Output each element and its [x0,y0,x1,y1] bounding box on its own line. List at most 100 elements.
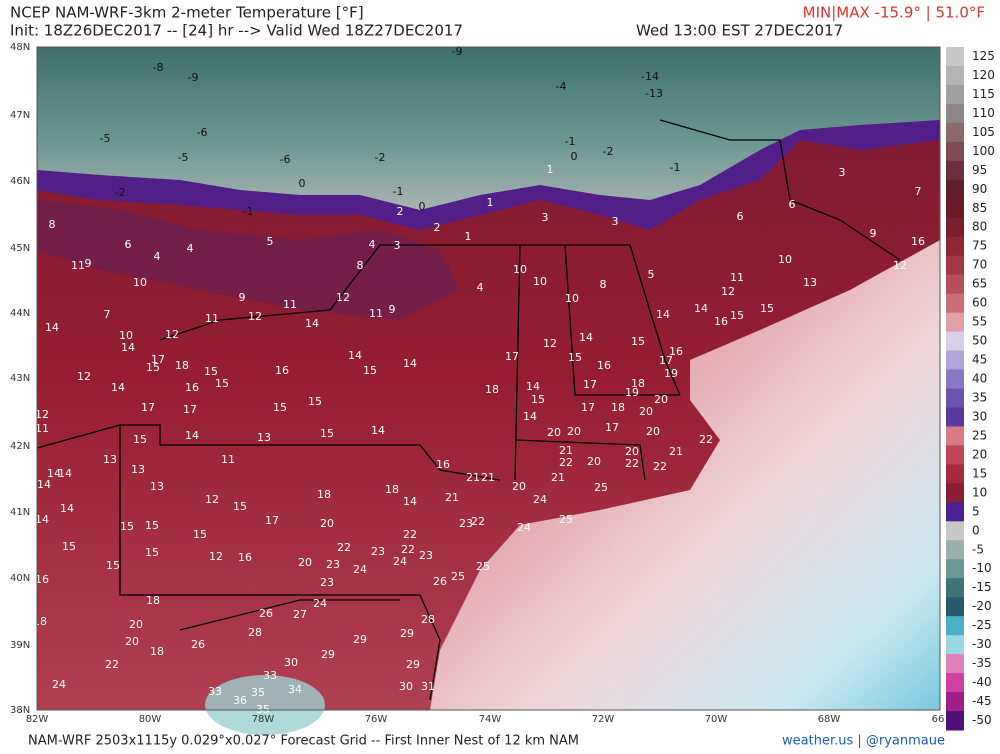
temperature-value: 25 [559,513,573,526]
temperature-value: 17 [605,421,619,434]
temperature-value: 24 [52,678,66,691]
temperature-value: -1 [393,185,404,198]
borders [36,119,901,701]
temperature-value: -9 [452,45,463,58]
temperature-value: 8 [600,278,607,291]
temperature-value: 15 [308,395,322,408]
colorbar-swatch [946,559,964,579]
longitude-axis: 82W 80W 78W 76W 74W 72W 70W 68W 66 [26,714,945,725]
temperature-value: 7 [915,185,922,198]
temperature-value: 6 [789,198,796,211]
temperature-value: 14 [37,478,51,491]
temperature-value: 14 [403,495,417,508]
temperature-value: 16 [714,315,728,328]
temperature-value: -2 [115,186,126,199]
colorbar-swatch [946,521,964,541]
temperature-value: 4 [187,242,194,255]
colorbar-swatch [946,711,964,731]
temperature-value: 30 [399,680,413,693]
colorbar-label: 0 [972,523,980,537]
temperature-value: 21 [481,471,495,484]
temperature-value: 10 [513,263,527,276]
temperature-value: 13 [150,480,164,493]
colorbar-label: 25 [972,428,987,442]
footer-info: NAM-WRF 2503x1115y 0.029°x0.027° Forecas… [28,734,579,749]
temperature-value: 16 [911,235,925,248]
temperature-value: 10 [533,275,547,288]
temperature-value: 10 [778,253,792,266]
temperature-value: 9 [389,303,396,316]
colorbar-swatch [946,540,964,560]
temperature-value: 23 [320,576,334,589]
colorbar-swatch [946,255,964,276]
longitude-label: 82W [26,714,49,725]
temperature-value: 3 [394,239,401,252]
temperature-value: 15 [215,377,229,390]
temperature-value: 35 [251,686,265,699]
temperature-value: 28 [248,626,262,639]
temperature-value: -2 [603,145,614,158]
colorbar-swatch [946,597,964,617]
colorbar-label: 125 [972,49,995,63]
temperature-value: 0 [571,150,578,163]
temperature-value: 25 [594,481,608,494]
temperature-value: 4 [369,238,376,251]
temperature-value: 15 [145,546,159,559]
colorbar-swatch [946,692,964,712]
temperature-value: 12 [35,408,49,421]
valid-time: Wed 13:00 EST 27DEC2017 [636,22,843,40]
colorbar: 1251201151101051009590858075706560555045… [946,47,995,731]
temperature-value: -13 [645,87,663,100]
temperature-value: 23 [459,517,473,530]
colorbar-swatch [946,654,964,674]
temperature-value: 20 [129,618,143,631]
temperature-value: -9 [188,71,199,84]
colorbar-label: -20 [972,599,992,613]
temperature-value: -8 [153,61,164,74]
colorbar-swatch [946,47,964,67]
temperature-value: 20 [639,405,653,418]
temperature-value: 26 [191,638,205,651]
temperature-value: 34 [288,683,302,696]
colorbar-label: 80 [972,220,987,234]
temperature-value: 14 [58,467,72,480]
temperature-value: 12 [248,310,262,323]
latitude-label: 40N [10,573,30,584]
temperature-value: 15 [146,361,160,374]
temperature-value: 11 [369,307,383,320]
temperature-value: 18 [385,483,399,496]
temperature-value: 17 [183,403,197,416]
colorbar-label: 10 [972,485,987,499]
temperature-value: 14 [579,331,593,344]
latitude-label: 41N [10,507,30,518]
temperature-value: 15 [760,302,774,315]
colorbar-swatch [946,236,964,257]
temperature-value: 20 [298,556,312,569]
temperature-value: 14 [403,357,417,370]
colorbar-swatch [946,331,964,352]
temperature-value: 10 [119,329,133,342]
colorbar-swatch [946,407,964,427]
colorbar-label: 95 [972,163,987,177]
temperature-value: 22 [625,457,639,470]
temperature-value: 17 [583,378,597,391]
temperature-value: 15 [568,351,582,364]
temperature-value: 17 [505,350,519,363]
temperature-value: 14 [121,341,135,354]
temperature-value: 1 [547,163,554,176]
temperature-value: 24 [313,597,327,610]
temperature-value: -5 [100,132,111,145]
colorbar-swatch [946,388,964,408]
colorbar-swatch [946,369,964,389]
colorbar-label: 60 [972,296,987,310]
temperature-value: 15 [233,500,247,513]
temperature-value: -2 [375,151,386,164]
temperature-value: 15 [730,309,744,322]
temperature-value: 20 [512,480,526,493]
colorbar-label: 50 [972,334,987,348]
temperature-value: 1 [465,230,472,243]
temperature-value: 25 [451,570,465,583]
temperature-value: 17 [265,514,279,527]
credit: weather.us | @ryanmaue [782,734,945,749]
